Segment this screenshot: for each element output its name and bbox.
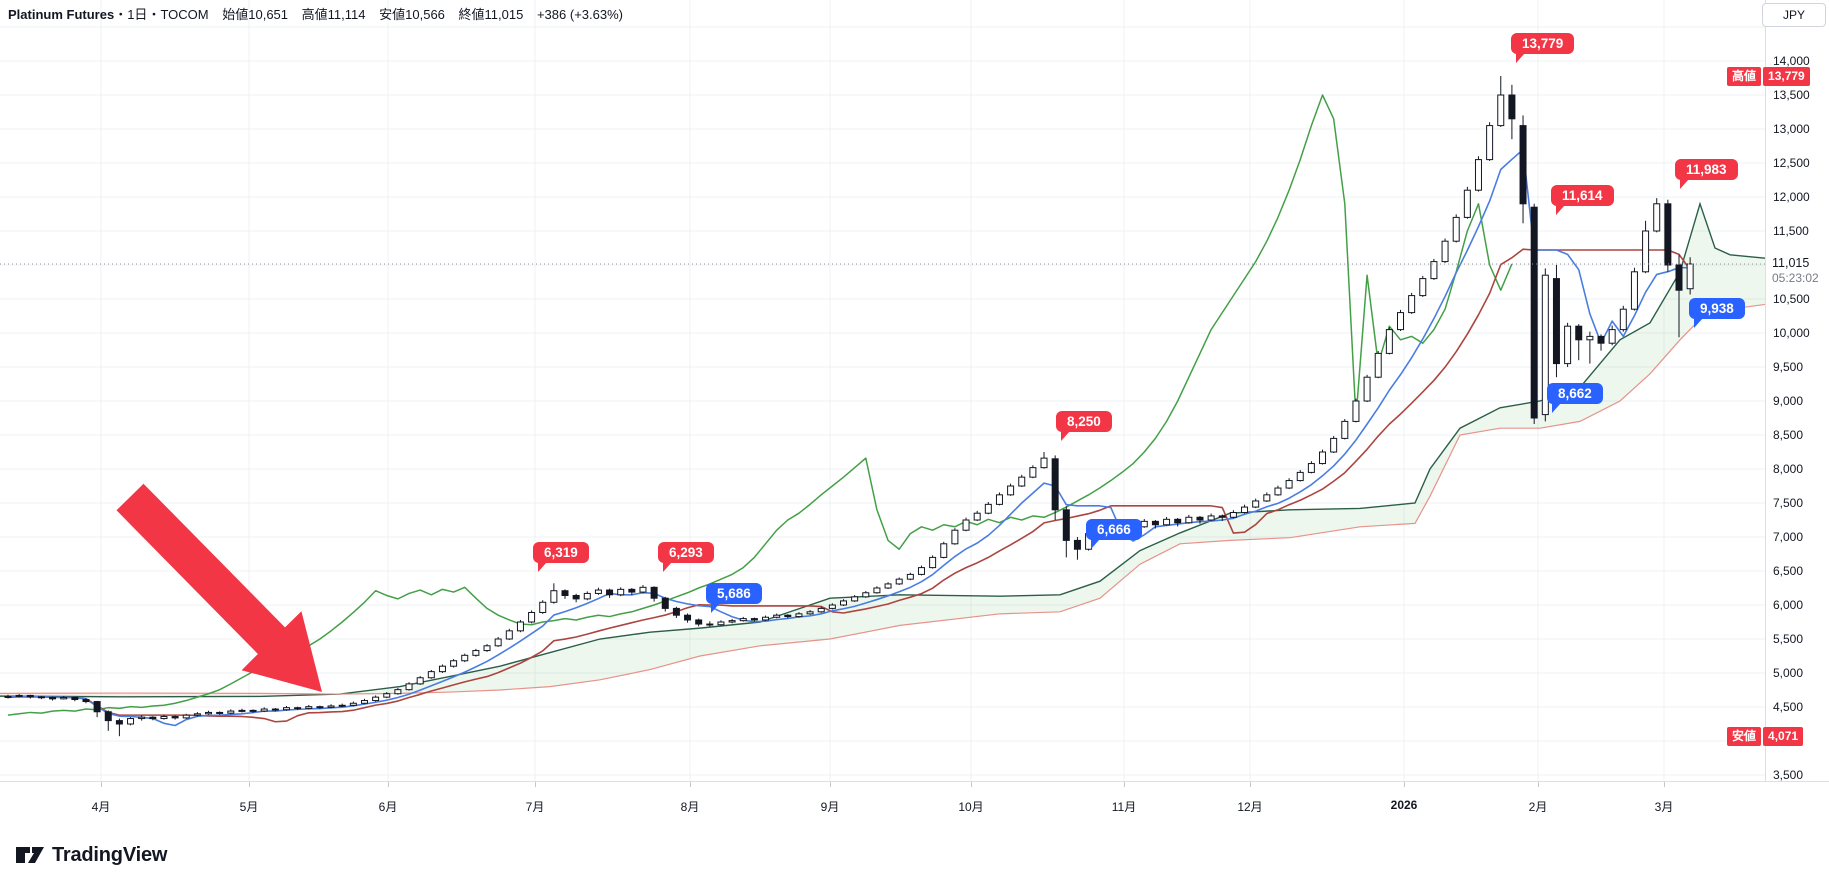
time-tick-label: 9月 [820,800,840,814]
price-tick-label: 3,500 [1773,768,1804,782]
tradingview-logo[interactable]: TradingView [15,843,167,867]
price-callout-8662[interactable]: 8,662 [1547,383,1603,413]
price-callout-13779[interactable]: 13,779 [1511,33,1575,63]
callout-tail [663,562,672,572]
time-tick-mark [1538,782,1539,787]
symbol-legend[interactable]: Platinum Futures・1日・TOCOM 始値10,651 高値11,… [8,4,623,23]
price-callout-6319[interactable]: 6,319 [533,542,589,572]
price-tick-label: 11,500 [1773,224,1809,238]
time-tick-label: 2026 [1390,798,1418,812]
callout-tail [1556,205,1565,215]
price-tick-label: 9,000 [1773,394,1804,408]
price-tick-label: 13,500 [1773,88,1810,102]
exchange-label: TOCOM [160,7,209,22]
time-tick-mark [249,782,250,787]
price-tick-label: 12,500 [1773,156,1810,170]
price-tick-label: 8,000 [1773,462,1804,476]
close-field: 終値11,015 [458,7,524,22]
interval-label: 1日 [127,7,148,22]
price-callout-11983[interactable]: 11,983 [1675,159,1738,189]
callout-tail [1552,403,1561,413]
legend-separator-2: ・ [147,7,161,22]
time-tick-mark [1124,782,1125,787]
price-tick-label: 7,000 [1773,530,1804,544]
price-tick-label: 5,500 [1773,632,1804,646]
callout-tail [1516,53,1525,63]
price-tick-label: 13,000 [1773,122,1810,136]
callout-tail [1061,431,1070,441]
price-tick-label: 6,500 [1773,564,1804,578]
time-tick-label: 10月 [958,800,984,814]
time-tick-mark [535,782,536,787]
time-tick-label: 7月 [525,800,545,814]
low-field: 安値10,566 [379,7,445,22]
price-tick-label: 4,500 [1773,700,1804,714]
tradingview-logo-icon [16,847,44,863]
high-badge-value: 13,779 [1763,67,1810,87]
time-tick-label: 2月 [1528,800,1548,814]
time-tick-label: 11月 [1111,800,1137,814]
time-tick-label: 12月 [1237,800,1263,814]
price-callout-6666[interactable]: 6,666 [1086,519,1142,549]
time-tick-label: 4月 [91,800,111,814]
time-tick-mark [388,782,389,787]
callout-tail [538,562,547,572]
price-tick-label: 10,000 [1773,326,1810,340]
price-callout-5686[interactable]: 5,686 [706,583,762,613]
price-tick-label: 5,000 [1773,666,1804,680]
price-tick-label: 7,500 [1773,496,1804,510]
change-value: +386 (+3.63%) [536,7,623,22]
time-tick-label: 8月 [680,800,700,814]
legend-separator-1: ・ [114,7,128,22]
price-axis[interactable]: 14,000 13,500 13,000 12,500 12,000 11,500 10,5… [1765,0,1829,782]
callout-tail [711,603,720,613]
currency-toggle-button[interactable]: JPY [1762,3,1826,27]
time-axis[interactable]: 4月 5月 6月 7月 8月 9月 10月 11月 12月 2026 2月 3月 [0,781,1829,831]
time-tick-mark [830,782,831,787]
callout-tail [1680,179,1689,189]
callout-tail [1694,318,1703,328]
price-plot[interactable] [0,0,1765,830]
price-tick-label: 6,000 [1773,598,1804,612]
red-arrow-drawing[interactable] [116,483,323,692]
price-tick-label: 9,500 [1773,360,1804,374]
time-tick-label: 5月 [239,800,259,814]
price-tick-label: 8,500 [1773,428,1804,442]
current-price-value: 11,015 [1772,255,1810,270]
price-tick-label: 12,000 [1773,190,1810,204]
time-tick-mark [1664,782,1665,787]
price-tick-label: 14,000 [1773,54,1810,68]
low-price-badge: 安値 4,071 [1727,727,1804,747]
price-tick-label: 10,500 [1773,292,1810,306]
time-tick-mark [101,782,102,787]
open-field: 始値10,651 [222,7,289,22]
time-tick-mark [690,782,691,787]
time-tick-mark [971,782,972,787]
price-callout-6293[interactable]: 6,293 [658,542,714,572]
price-callout-9938[interactable]: 9,938 [1689,298,1745,328]
current-price-label: 11,015 05:23:02 [1772,256,1819,286]
bar-countdown: 05:23:02 [1772,270,1819,285]
time-tick-label: 3月 [1654,800,1674,814]
time-tick-mark [1250,782,1251,787]
high-badge-label: 高値 [1727,67,1762,87]
high-field: 高値11,114 [301,7,366,22]
symbol-name: Platinum Futures [8,7,115,22]
time-tick-label: 6月 [378,800,398,814]
callout-tail [1091,539,1100,549]
time-tick-mark [1404,782,1405,787]
low-badge-value: 4,071 [1763,727,1804,747]
high-price-badge: 高値 13,779 [1727,67,1810,87]
price-callout-11614[interactable]: 11,614 [1551,185,1614,215]
chart-canvas[interactable]: Platinum Futures・1日・TOCOM 始値10,651 高値11,… [0,0,1829,831]
tradingview-logo-text: TradingView [52,843,168,866]
low-badge-label: 安値 [1727,727,1762,747]
price-callout-8250[interactable]: 8,250 [1056,411,1112,441]
